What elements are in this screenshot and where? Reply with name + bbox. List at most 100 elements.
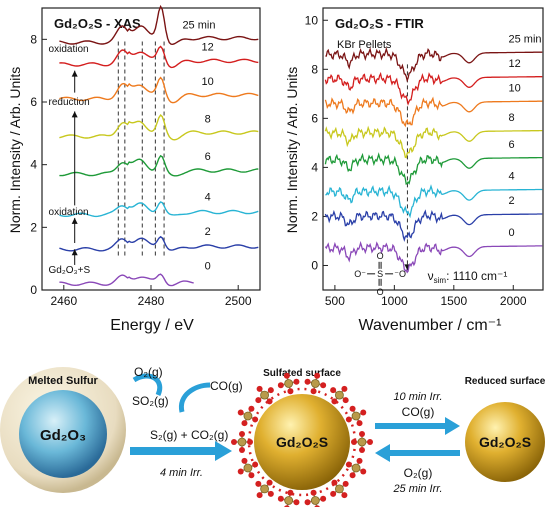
oxygen-atom: [356, 457, 363, 464]
oxygen-atom: [256, 492, 263, 499]
oxygen-atom: [287, 388, 294, 395]
oxygen-atom: [349, 405, 356, 412]
oxygen-atom: [293, 499, 300, 506]
sulfated-title: Sulfated surface: [263, 368, 341, 379]
ftir-series-line: [325, 184, 543, 219]
oxygen-atom: [360, 468, 367, 475]
oxygen-atom: [341, 385, 348, 392]
sulfate-group: [304, 372, 327, 395]
oxygen-atom: [310, 388, 317, 395]
oxygen-atom: [248, 472, 255, 479]
oxygen-atom: [359, 431, 365, 437]
xas-series-line: [59, 76, 259, 104]
xas-series-line: [59, 4, 259, 46]
xas-series-label: 12: [202, 41, 214, 53]
oxygen-atom: [266, 479, 273, 486]
sulfur-atom: [284, 496, 294, 505]
sulfur-atom: [310, 379, 320, 388]
xas-series-line: [59, 235, 259, 252]
ftir-ytick-label: 0: [311, 258, 318, 272]
oxygen-atom: [267, 490, 274, 497]
sulfur-atom: [335, 484, 344, 494]
oxygen-atom: [256, 385, 263, 392]
gd2o2s-reduced-label: Gd₂O₂S: [479, 434, 531, 450]
oxygen-atom: [241, 420, 248, 427]
oxygen-atom: [330, 490, 337, 497]
sulfur-atom: [351, 411, 361, 421]
sulfate-group: [255, 385, 274, 405]
ftir-series-line: [324, 240, 543, 274]
xas-chart: Norm. Intensity / Arb. Units Energy / eV…: [7, 4, 261, 334]
ftir-chart: Norm. Intensity / Arb. Units Wavenumber …: [284, 7, 544, 334]
irr-4-label: 4 min Irr.: [160, 467, 203, 479]
oxygen-atom: [342, 480, 349, 487]
oxygen-atom: [320, 382, 327, 389]
ftir-ytick-label: 6: [311, 111, 318, 125]
reaction-scheme: Melted Sulfur Gd₂O₃ O₂(g) SO₂(g) CO(g) S…: [0, 365, 546, 507]
xas-arrow-2-head: [71, 217, 78, 224]
gd2o3-core: [19, 390, 107, 478]
oxygen-atom: [283, 372, 290, 379]
xas-xtick-label: 2460: [50, 294, 77, 308]
xas-oxidation-top: oxidation: [49, 44, 89, 55]
co-arrow: [178, 382, 211, 413]
xas-series-label: 25 min: [182, 19, 215, 31]
ftir-xtick-label: 1500: [440, 294, 467, 308]
sulfate-group: [237, 457, 259, 479]
oxidize-arrow: [375, 444, 460, 462]
sulfate-group: [231, 431, 253, 453]
sulfur-atom: [237, 437, 247, 447]
sulfate-group: [330, 385, 349, 405]
xas-series-label: 8: [205, 113, 211, 125]
xas-series-line: [59, 154, 259, 177]
xas-xlabel: Energy / eV: [110, 317, 194, 334]
ftir-series-label: 25 min: [509, 33, 542, 45]
oxygen-atom: [239, 447, 245, 453]
oxygen-atom: [360, 409, 367, 416]
sulfate-o-top: O: [377, 251, 384, 261]
xas-oxidation-bottom: oxidation: [49, 207, 89, 218]
xas-ytick-label: 4: [30, 158, 37, 172]
ftir-series-line: [324, 71, 543, 106]
oxygen-atom: [266, 398, 273, 405]
oxygen-atom: [356, 420, 363, 427]
xas-series-label: 10: [202, 76, 214, 88]
sulfur-atom: [260, 390, 269, 400]
co-label: CO(g): [210, 379, 243, 393]
xas-ylabel: Norm. Intensity / Arb. Units: [7, 67, 23, 234]
sulfate-group: [277, 489, 300, 507]
ftir-nu-label: νsim: 1110 cm⁻¹: [428, 269, 508, 285]
xas-title: Gd₂O₂S - XAS: [54, 16, 141, 31]
xas-series-label: 4: [205, 192, 211, 204]
ftir-series-line: [324, 209, 543, 242]
xas-start-label: Gd₂O₃+S: [49, 265, 91, 276]
sulfur-atom: [243, 463, 253, 473]
ftir-ytick-label: 4: [311, 160, 318, 174]
oxygen-atom: [237, 409, 244, 416]
gd2o2s-sulfated-label: Gd₂O₂S: [276, 434, 328, 450]
ftir-title: Gd₂O₂S - FTIR: [335, 16, 424, 31]
sulfur-atom: [243, 411, 253, 421]
sulfate-o-left: O⁻: [354, 269, 366, 279]
oxygen-atom: [341, 492, 348, 499]
ftir-xlabel: Wavenumber / cm⁻¹: [359, 317, 502, 334]
oxygen-atom: [367, 439, 373, 445]
oxygen-atom: [304, 378, 311, 385]
ftir-xtick-label: 1000: [381, 294, 408, 308]
ftir-series-line: [324, 152, 543, 186]
sulfate-group: [304, 489, 327, 507]
ftir-series-label: 4: [509, 171, 515, 183]
ftir-ytick-label: 10: [305, 13, 319, 27]
ftir-ytick-label: 8: [311, 62, 318, 76]
xas-series-label: 0: [205, 261, 211, 273]
oxygen-atom: [255, 480, 262, 487]
oxygen-atom: [345, 416, 352, 423]
oxygen-atom: [252, 416, 259, 423]
oxygen-atom: [247, 439, 253, 445]
oxygen-atom: [345, 461, 352, 468]
oxygen-atom: [267, 387, 274, 394]
oxygen-atom: [255, 397, 262, 404]
ftir-series-label: 6: [509, 139, 515, 151]
xas-series-line: [59, 114, 259, 141]
oxygen-atom: [351, 439, 357, 445]
